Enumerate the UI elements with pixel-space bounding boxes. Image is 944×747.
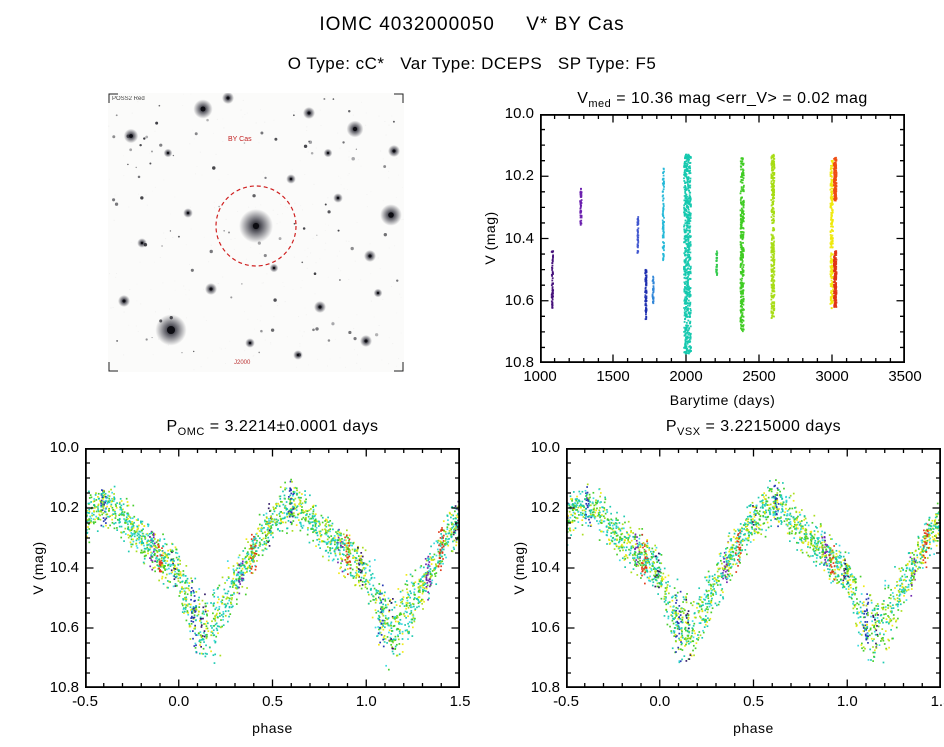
plot-frame	[566, 448, 941, 688]
finding-chart-canvas	[108, 93, 404, 372]
tick-label: 3000	[815, 368, 849, 385]
plot-title-sub: VSX	[677, 426, 701, 439]
tick-label: 1.0	[355, 693, 377, 710]
phase-vsx-scatter-canvas	[566, 448, 941, 688]
tick-label: 10.2	[530, 499, 560, 516]
plot-title-rest: = 10.36 mag <err_V> = 0.02 mag	[611, 90, 868, 107]
tick-label: 1.5	[449, 693, 471, 710]
tick-label: 2500	[742, 368, 776, 385]
barytime-plot: Vmed = 10.36 mag <err_V> = 0.02 mag V (m…	[460, 88, 944, 410]
finding-chart-survey-label: POSS2 Red	[112, 96, 145, 102]
tick-label: 10.6	[530, 619, 560, 636]
x-axis-label: phase	[733, 720, 774, 736]
tick-label: 2000	[669, 368, 703, 385]
phase-plot-vsx: PVSX = 3.2215000 days V (mag) phase -0.5…	[511, 414, 944, 747]
tick-label: 10.4	[49, 559, 79, 576]
tick-label: 10.4	[504, 229, 534, 247]
tick-label: -0.5	[553, 693, 579, 710]
page-title: IOMC 4032000050 V* BY Cas	[319, 14, 625, 35]
tick-label: 10.2	[49, 499, 79, 516]
finding-chart: POSS2 Red BY Cas J2000	[108, 93, 404, 372]
phase-omc-scatter-canvas	[85, 448, 460, 688]
plot-title: POMC = 3.2214±0.0001 days	[65, 418, 480, 438]
tick-label: 10.8	[504, 354, 534, 371]
tick-label: 10.0	[504, 105, 534, 122]
plot-frame	[540, 114, 905, 363]
plot-title-sub: OMC	[177, 426, 205, 439]
plot-title-prefix: P	[166, 418, 178, 435]
phase-plot-omc: POMC = 3.2214±0.0001 days V (mag) phase …	[30, 414, 490, 747]
tick-label: 1000	[523, 368, 557, 385]
tick-label: 10.8	[49, 679, 79, 696]
plot-title-rest: = 3.2215000 days	[700, 418, 842, 435]
plot-title-sub: med	[588, 98, 612, 111]
tick-label: 0.0	[649, 693, 671, 710]
plot-title-rest: = 3.2214±0.0001 days	[204, 418, 379, 435]
tick-label: 10.0	[49, 439, 79, 456]
x-axis-label: Barytime (days)	[669, 392, 776, 408]
tick-label: 3500	[888, 368, 922, 385]
plot-title: Vmed = 10.36 mag <err_V> = 0.02 mag	[500, 90, 944, 110]
tick-label: -0.5	[72, 693, 98, 710]
plot-frame	[85, 448, 460, 688]
plot-title-prefix: P	[665, 418, 678, 435]
tick-label: 10.0	[530, 439, 560, 456]
tick-label: 0.0	[168, 693, 190, 710]
tick-label: 1.5	[930, 693, 944, 710]
tick-label: 1.0	[836, 693, 858, 710]
tick-label: 10.6	[49, 619, 79, 636]
x-axis-label: phase	[252, 720, 293, 736]
tick-label: 0.5	[743, 693, 764, 710]
tick-label: 1500	[596, 368, 630, 385]
barytime-scatter-canvas	[540, 114, 905, 363]
plot-title-prefix: V	[577, 90, 589, 107]
tick-label: 0.5	[262, 693, 283, 710]
page-subtitle: O Type: cC* Var Type: DCEPS SP Type: F5	[287, 54, 657, 73]
finding-chart-target-label: BY Cas	[228, 136, 252, 143]
tick-label: 10.2	[504, 167, 534, 185]
tick-label: 10.4	[530, 559, 560, 576]
plot-title: PVSX = 3.2215000 days	[546, 418, 944, 438]
tick-label: 10.6	[504, 291, 534, 309]
finding-chart-epoch-label: J2000	[234, 360, 251, 366]
tick-label: 10.8	[530, 679, 560, 696]
